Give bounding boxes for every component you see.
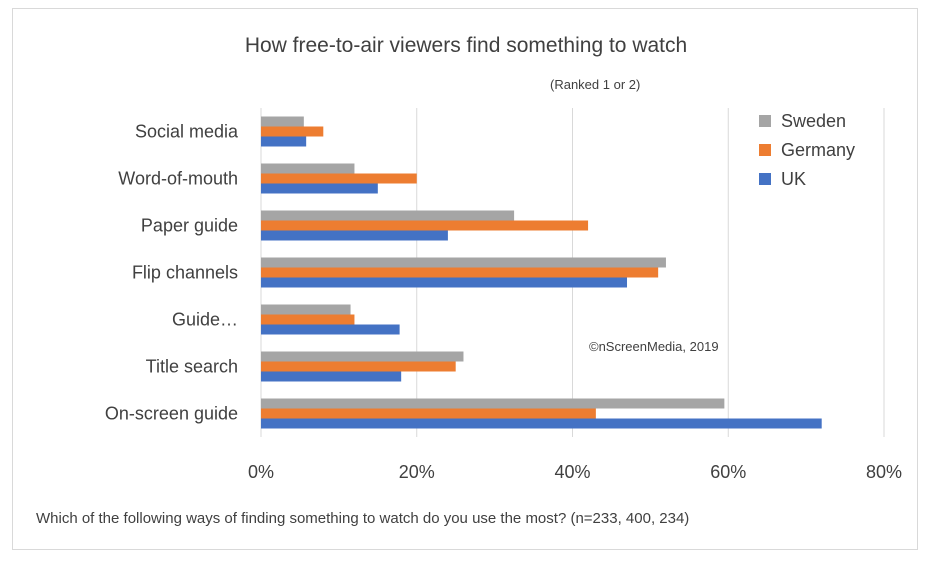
legend-swatch (759, 173, 771, 185)
category-label: Title search (146, 357, 238, 377)
bar (261, 116, 304, 127)
bar (261, 220, 589, 231)
category-label: Flip channels (132, 263, 238, 283)
x-tick-label: 0% (248, 462, 274, 482)
chart-subtitle: (Ranked 1 or 2) (550, 77, 641, 92)
bar (261, 136, 307, 147)
bar (261, 173, 417, 184)
bar (261, 277, 628, 288)
x-tick-label: 60% (710, 462, 746, 482)
bar (261, 210, 515, 221)
bar (261, 351, 464, 362)
bar (261, 371, 402, 382)
category-label: On-screen guide (105, 404, 238, 424)
legend-label: Germany (781, 140, 855, 160)
bar (261, 324, 400, 335)
bar (261, 163, 355, 174)
legend-label: Sweden (781, 111, 846, 131)
x-tick-label: 40% (554, 462, 590, 482)
bar (261, 361, 456, 372)
copyright-annotation: ©nScreenMedia, 2019 (589, 339, 719, 354)
category-label: Word-of-mouth (118, 169, 238, 189)
bar (261, 267, 659, 278)
bar (261, 230, 448, 241)
legend-swatch (759, 115, 771, 127)
legend-swatch (759, 144, 771, 156)
x-tick-label: 80% (866, 462, 902, 482)
bar (261, 183, 378, 194)
bar (261, 408, 596, 419)
bar (261, 257, 666, 268)
category-label: Social media (135, 122, 239, 142)
bar (261, 398, 725, 409)
x-tick-label: 20% (399, 462, 435, 482)
x-axis-label: Which of the following ways of finding s… (36, 510, 690, 527)
category-label: Paper guide (141, 216, 238, 236)
bar (261, 314, 355, 325)
legend-label: UK (781, 169, 806, 189)
bar (261, 126, 324, 137)
bar (261, 304, 351, 315)
category-label: Guide… (172, 310, 238, 330)
chart-title: How free-to-air viewers find something t… (244, 34, 688, 57)
bar (261, 418, 822, 429)
